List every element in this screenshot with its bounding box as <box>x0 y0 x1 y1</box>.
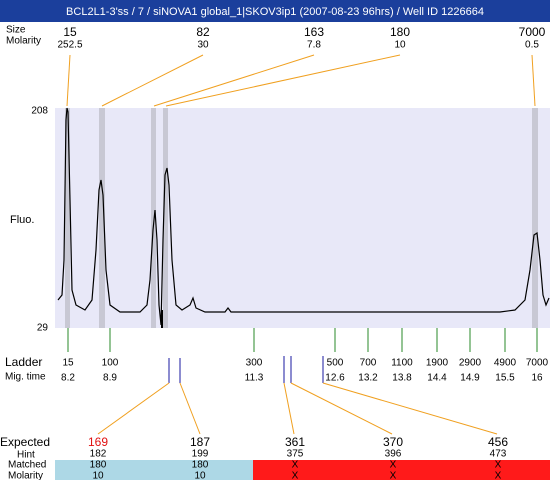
peak-size: 163 <box>304 25 324 39</box>
ladder-size: 4900 <box>494 358 517 369</box>
trace <box>57 107 550 326</box>
hint-value: 375 <box>287 449 304 460</box>
ladder-size: 300 <box>246 358 263 369</box>
ladder-time: 8.2 <box>61 373 75 384</box>
ladder-size: 7000 <box>526 358 549 369</box>
molarity-value: 10 <box>194 471 206 480</box>
ladder-label: Ladder <box>5 355 42 369</box>
expected-value: 169 <box>88 435 108 449</box>
exp-molarity-label: Molarity <box>8 471 43 480</box>
ladder-size: 1900 <box>426 358 449 369</box>
ladder-time: 15.5 <box>495 373 515 384</box>
ladder-size: 15 <box>62 358 74 369</box>
molarity-value: X <box>292 471 299 480</box>
molarity-value: X <box>390 471 397 480</box>
ladder-size: 2900 <box>459 358 482 369</box>
matched-value: X <box>292 460 299 471</box>
ladder-time: 11.3 <box>245 373 264 384</box>
expected-value: 361 <box>285 435 305 449</box>
molarity-value: 10 <box>92 471 104 480</box>
ladder-time: 13.8 <box>392 373 412 384</box>
time-label: Mig. time <box>5 372 46 383</box>
expected-value: 370 <box>383 435 403 449</box>
ladder-size: 1100 <box>391 358 413 369</box>
hint-value: 182 <box>90 449 107 460</box>
peak-size: 15 <box>63 25 77 39</box>
peak-molarity: 7.8 <box>307 40 321 51</box>
matched-value: 180 <box>192 460 209 471</box>
ladder-size: 500 <box>327 358 344 369</box>
hint-value: 473 <box>490 449 507 460</box>
peak-molarity: 10 <box>394 40 406 51</box>
expected-value: 187 <box>190 435 210 449</box>
matched-value: 180 <box>90 460 107 471</box>
ladder-time: 14.4 <box>427 373 447 384</box>
ladder-size: 700 <box>360 358 377 369</box>
peak-molarity: 252.5 <box>57 40 82 51</box>
peak-bands <box>65 108 538 328</box>
peak-molarity: 30 <box>197 40 209 51</box>
matched-bg <box>55 460 253 480</box>
expected-value: 456 <box>488 435 508 449</box>
ladder-time: 8.9 <box>103 373 117 384</box>
plot-area <box>55 108 550 328</box>
ladder-size: 100 <box>102 358 119 369</box>
y-top: 208 <box>31 106 48 117</box>
peak-size: 180 <box>390 25 410 39</box>
ladder-time: 12.6 <box>325 373 345 384</box>
expected-label: Expected <box>0 435 50 449</box>
molarity-label: Molarity <box>6 36 41 47</box>
connectors <box>66 54 536 435</box>
peak-size: 82 <box>196 25 210 39</box>
size-label: Size <box>6 25 26 36</box>
title-bar <box>0 0 550 22</box>
unmatched-bg <box>253 460 550 480</box>
matched-value: X <box>495 460 502 471</box>
title: BCL2L1-3'ss / 7 / siNOVA1 global_1|SKOV3… <box>66 6 484 18</box>
peak-size: 7000 <box>519 25 546 39</box>
ladder-time: 13.2 <box>358 373 378 384</box>
molarity-value: X <box>495 471 502 480</box>
peak-molarity: 0.5 <box>525 40 539 51</box>
y-bottom: 29 <box>37 323 49 334</box>
matched-value: X <box>390 460 397 471</box>
hint-value: 396 <box>385 449 402 460</box>
ladder-time: 16 <box>531 373 543 384</box>
blue-ticks <box>168 356 324 383</box>
hint-value: 199 <box>192 449 209 460</box>
y-label: Fluo. <box>10 214 34 226</box>
hint-label: Hint <box>17 450 35 461</box>
ladder-time: 14.9 <box>460 373 480 384</box>
matched-label: Matched <box>8 460 46 471</box>
